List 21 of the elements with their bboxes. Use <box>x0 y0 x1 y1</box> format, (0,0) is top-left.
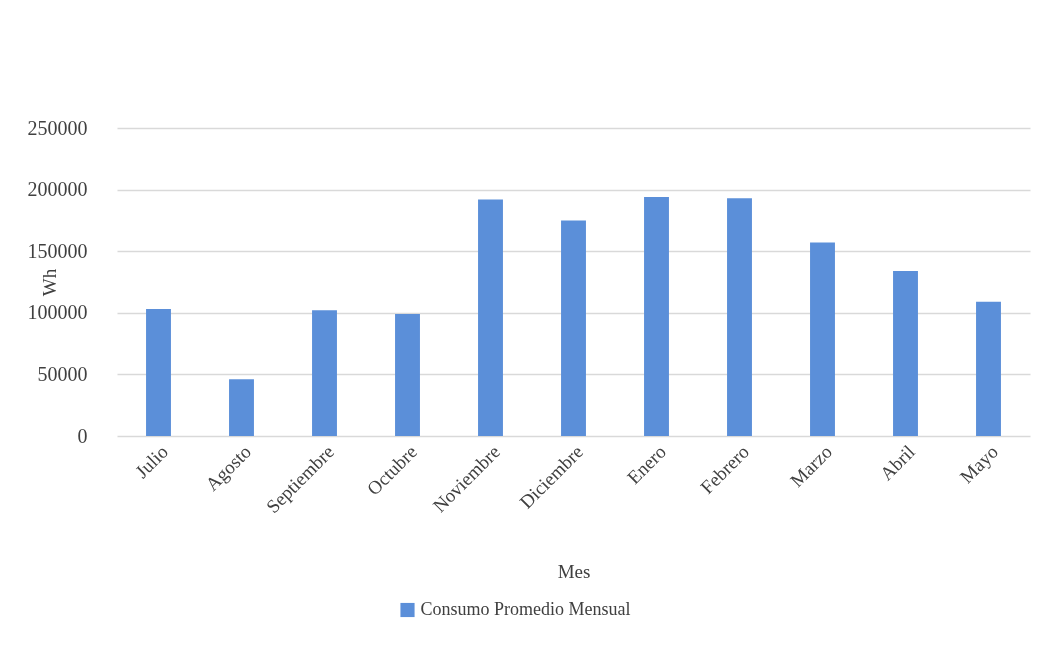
bar <box>146 309 171 436</box>
bar <box>478 199 503 436</box>
bar <box>976 301 1001 436</box>
bar <box>727 198 752 436</box>
bar <box>229 379 254 436</box>
bar <box>395 314 420 436</box>
bar <box>312 310 337 436</box>
y-axis-title: Wh <box>38 268 60 297</box>
x-tick-label: Julio <box>130 441 172 483</box>
legend-label: Consumo Promedio Mensual <box>420 599 631 619</box>
y-tick-label: 100000 <box>27 301 88 324</box>
y-tick-label: 200000 <box>27 178 88 201</box>
bar <box>810 242 835 436</box>
x-axis-title: Mes <box>557 561 591 583</box>
bar <box>893 270 918 436</box>
y-tick-label: 150000 <box>27 239 88 262</box>
y-tick-label: 250000 <box>27 116 88 139</box>
y-tick-label: 0 <box>77 424 88 447</box>
bar <box>644 196 669 436</box>
bar <box>561 220 586 436</box>
y-tick-label: 50000 <box>37 362 88 385</box>
